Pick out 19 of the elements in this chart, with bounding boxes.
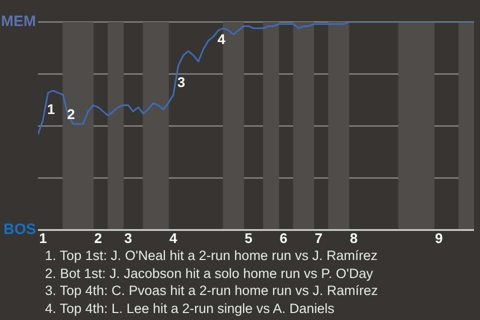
x-tick-label: 6 [280,230,288,246]
x-tick-label: 7 [314,230,323,246]
x-tick-label: 2 [94,230,102,246]
annotation: 3 [176,74,186,90]
annotation: 1 [46,101,56,118]
x-tick-label: 4 [169,230,178,246]
x-tick-label: 5 [244,230,253,246]
text: 4. Top 4th: L. Lee hit a 2-run single vs A. Daniels [45,300,336,317]
x-tick-label: 1 [39,230,48,246]
text: 3. Top 4th: C. Pvoas hit a 2-run home run vs J. Ramírez [45,282,378,300]
annotation: 2 [66,106,76,122]
text: 2. Bot 1st: J. Jacobson hit a solo home run vs P. O'Day [45,264,374,282]
x-tick-label: 3 [124,230,132,246]
text: MEM [0,13,36,31]
annotation: 4 [216,30,226,47]
text: BOS [2,221,36,239]
text: 1. Top 1st: J. O'Neal hit a 2-run home run vs J. Ramírez [45,247,378,264]
x-tick-label: 9 [435,230,444,246]
x-tick-label: 8 [350,230,358,246]
